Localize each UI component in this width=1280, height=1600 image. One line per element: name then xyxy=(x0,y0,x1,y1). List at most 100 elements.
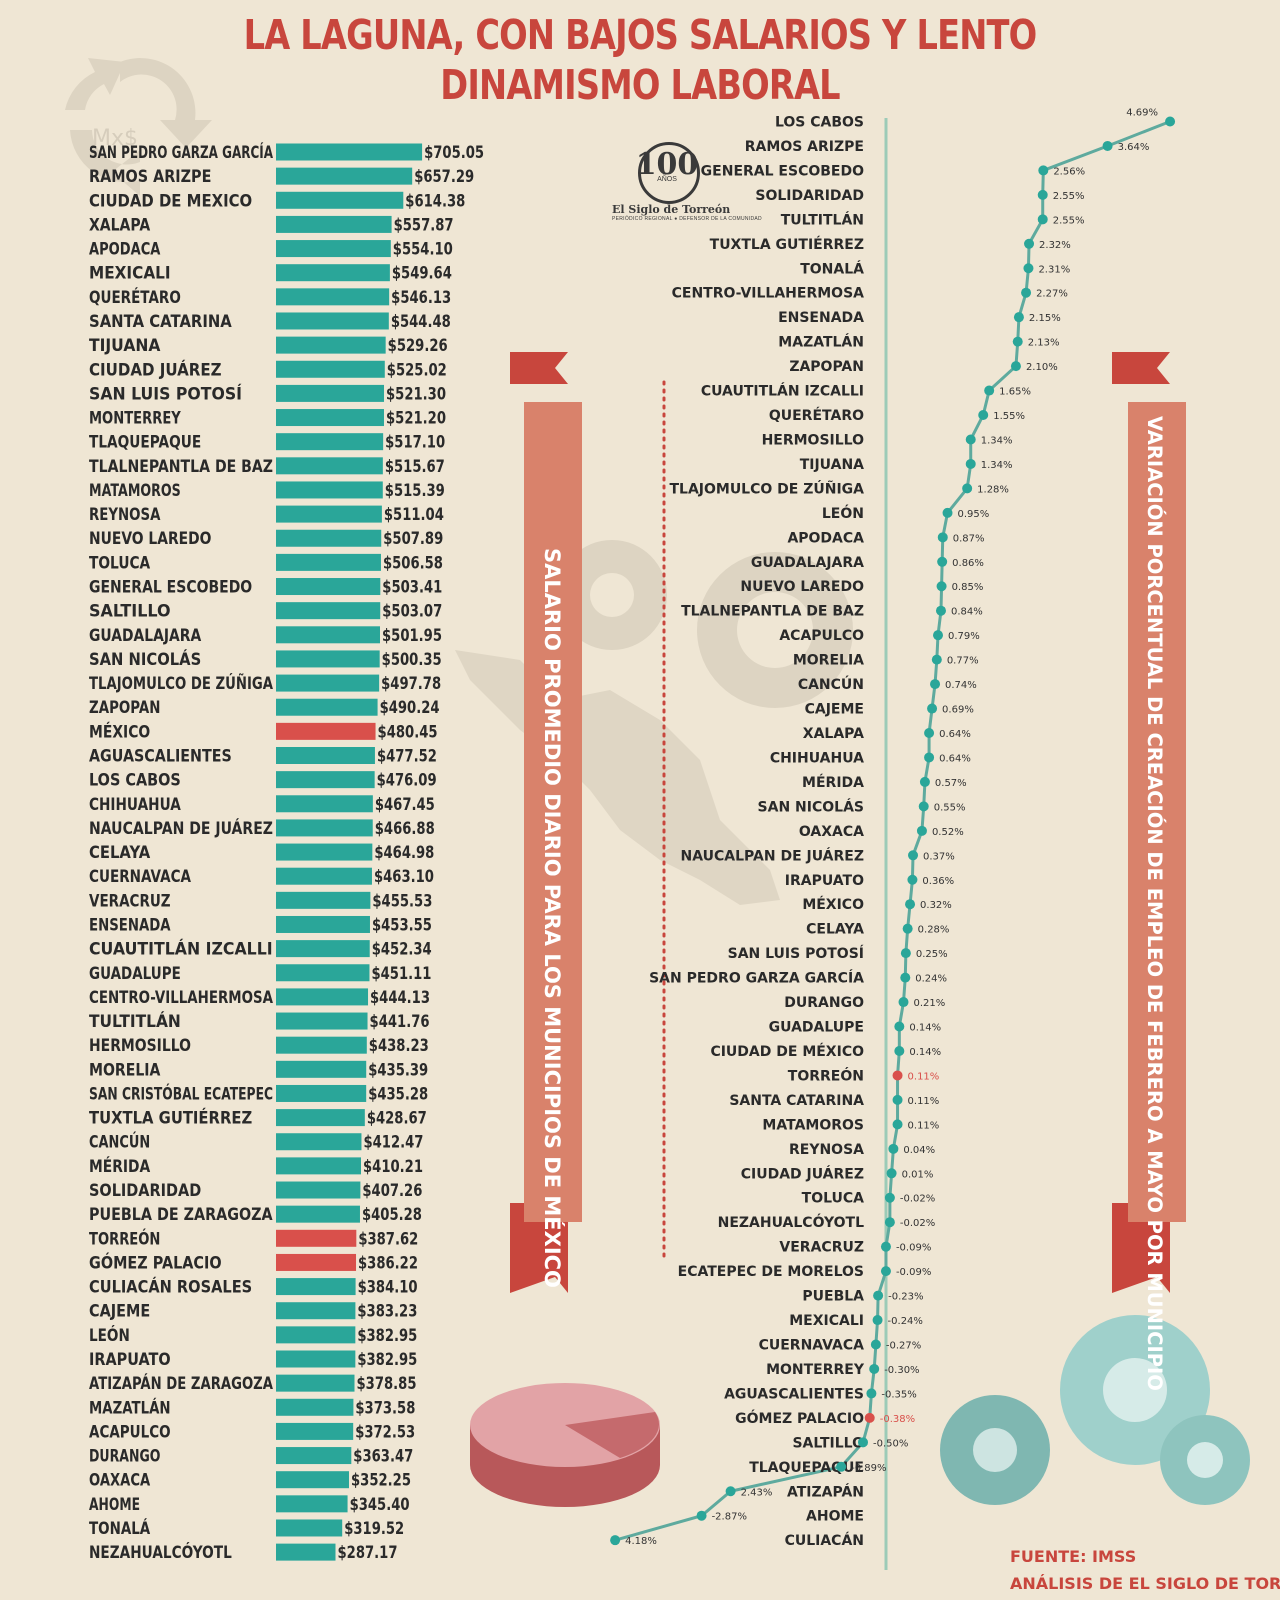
bar-category-label: TUXTLA GUTIÉRREZ xyxy=(89,1107,252,1129)
line-value-label: -0.27% xyxy=(886,1341,921,1352)
line-value-label: 0.77% xyxy=(947,656,979,667)
line-category-label: CHIHUAHUA xyxy=(770,750,864,766)
bar-value-label: $287.17 xyxy=(338,1543,398,1563)
line-category-label: HERMOSILLO xyxy=(762,432,865,448)
data-point xyxy=(965,434,976,445)
gear-icon xyxy=(557,540,853,708)
line-category-label: ENSENADA xyxy=(778,310,864,326)
data-point xyxy=(919,776,930,787)
line-value-label: 0.01% xyxy=(902,1169,934,1180)
bar-category-label: OAXACA xyxy=(89,1471,151,1491)
bar xyxy=(276,191,404,209)
bar-value-label: $529.26 xyxy=(388,336,448,356)
bar xyxy=(276,481,383,499)
data-point xyxy=(907,874,918,885)
logo-ring xyxy=(638,142,700,204)
line-category-label: VERACRUZ xyxy=(779,1240,864,1256)
data-point xyxy=(873,1290,884,1301)
line-value-label: 4.18% xyxy=(625,1536,657,1547)
line-value-label: 2.32% xyxy=(1039,240,1071,251)
bar-value-label: $546.13 xyxy=(391,288,451,308)
bar-category-label: MONTERREY xyxy=(89,409,181,429)
bar-value-label: $372.53 xyxy=(355,1422,415,1442)
source-analysis: ANÁLISIS DE EL SIGLO DE TORREÓN xyxy=(1010,1574,1280,1593)
bar xyxy=(276,602,381,620)
bar-value-label: $557.87 xyxy=(394,215,454,235)
bar-value-label: $657.29 xyxy=(414,167,474,187)
line-value-label: -0.02% xyxy=(900,1218,935,1229)
data-point xyxy=(892,1119,903,1130)
bar xyxy=(276,1036,367,1054)
line-value-label: 0.64% xyxy=(939,753,971,764)
bar xyxy=(276,312,389,330)
data-point xyxy=(894,1021,905,1032)
line-chart: LOS CABOS 4.69% RAMOS ARIZPE 3.64% GENERAL E… xyxy=(610,108,1176,1549)
line-category-label: CANCÚN xyxy=(798,675,864,693)
line-value-label: 1.28% xyxy=(977,484,1009,495)
data-point xyxy=(1012,336,1023,347)
bar-category-label: ATIZAPÁN DE ZARAGOZA xyxy=(89,1372,274,1394)
line-value-label: -0.30% xyxy=(884,1365,919,1376)
bar-category-label: CAJEME xyxy=(89,1302,150,1322)
bar-value-label: $363.47 xyxy=(353,1447,413,1467)
bar xyxy=(276,1422,354,1440)
bar xyxy=(276,409,384,427)
line-category-label: APODACA xyxy=(787,530,864,546)
bar xyxy=(276,1012,368,1030)
bar-category-label: CUERNAVACA xyxy=(89,867,192,887)
data-point xyxy=(902,923,913,934)
bar xyxy=(276,360,385,378)
data-point xyxy=(884,1192,895,1203)
bar-value-label: $490.24 xyxy=(380,698,440,718)
line-category-label: NAUCALPAN DE JUÁREZ xyxy=(681,847,864,864)
line-category-label: TLALNEPANTLA DE BAZ xyxy=(681,604,864,620)
bar-value-label: $407.26 xyxy=(362,1181,422,1201)
bar xyxy=(276,288,390,306)
bar-category-label: MATAMOROS xyxy=(89,481,181,501)
bar-value-label: $511.04 xyxy=(384,505,444,525)
bar-category-label: DURANGO xyxy=(89,1447,160,1467)
data-point xyxy=(935,605,946,616)
bar xyxy=(276,1205,360,1223)
data-point xyxy=(924,728,935,738)
line-value-label: 0.28% xyxy=(918,925,950,936)
data-point xyxy=(864,1412,875,1423)
line-value-label: 0.52% xyxy=(932,827,964,838)
line-category-label: PUEBLA xyxy=(802,1289,864,1305)
bar-value-label: $503.41 xyxy=(382,578,442,598)
bar-value-label: $373.58 xyxy=(355,1398,415,1418)
bar xyxy=(276,843,373,861)
line-category-label: MORELIA xyxy=(793,653,864,669)
line-category-label: CENTRO-VILLAHERMOSA xyxy=(672,286,865,302)
bar-value-label: $451.11 xyxy=(371,964,431,984)
bar xyxy=(276,698,378,716)
bar-value-label: $345.40 xyxy=(350,1495,410,1515)
bar-category-label: QUERÉTARO xyxy=(89,286,181,308)
bar-chart-title: SALARIO PROMEDIO DIARIO PARA LOS MUNICIP… xyxy=(540,548,565,1288)
bar-category-label: GUADALAJARA xyxy=(89,626,202,646)
data-point xyxy=(1013,312,1024,323)
bar-category-label: ACAPULCO xyxy=(89,1422,171,1442)
bar xyxy=(276,650,380,668)
bar xyxy=(276,1181,361,1199)
line-category-label: MATAMOROS xyxy=(762,1117,864,1133)
line-value-label: 0.79% xyxy=(948,631,980,642)
line-value-label: 4.69% xyxy=(1126,108,1158,119)
bar xyxy=(276,1302,356,1320)
data-point xyxy=(931,654,942,665)
bar xyxy=(276,1109,365,1127)
bar xyxy=(276,1374,355,1392)
line-value-label: 2.13% xyxy=(1028,338,1060,349)
data-point xyxy=(933,630,944,641)
line-value-label: 1.55% xyxy=(993,411,1025,422)
line-category-label: SAN NICOLÁS xyxy=(758,798,864,815)
line-category-label: XALAPA xyxy=(803,726,864,742)
bar-value-label: $549.64 xyxy=(392,264,452,284)
line-category-label: ACAPULCO xyxy=(779,628,864,644)
bar-category-label: TOLUCA xyxy=(89,553,151,573)
data-point xyxy=(1038,165,1049,176)
bar-category-label: TULTITLÁN xyxy=(89,1010,181,1032)
line-value-label: 2.31% xyxy=(1038,264,1070,275)
data-point xyxy=(984,385,995,396)
